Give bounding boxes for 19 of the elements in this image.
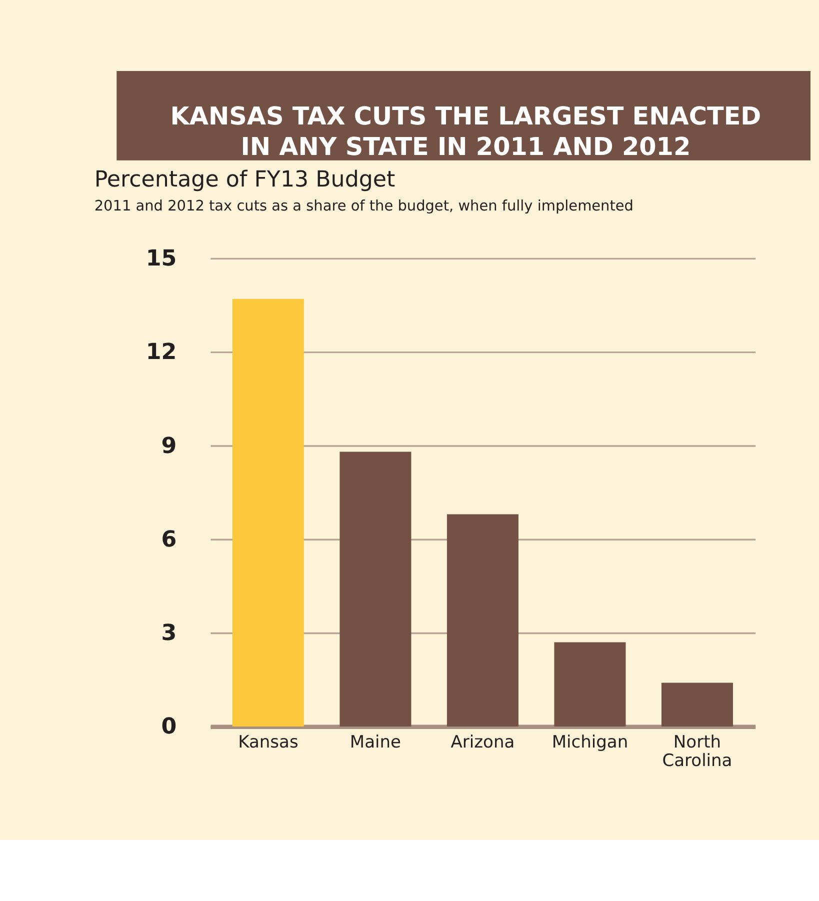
chart-title: KANSAS TAX CUTS THE LARGEST ENACTED IN ANY STATE IN 2011 AND 2012 (170, 102, 762, 162)
y-axis-title: Percentage of FY13 Budget (94, 166, 396, 193)
x-tick-label: Maine (350, 732, 402, 752)
x-tick-label: Michigan (552, 732, 628, 752)
chart-subtitle: 2011 and 2012 tax cuts as a share of the budget, when fully implemented (94, 198, 634, 215)
y-tick-label: 15 (146, 245, 177, 272)
y-tick-label: 9 (161, 432, 177, 459)
y-tick-label: 3 (161, 620, 177, 646)
bar (554, 642, 626, 726)
bar (446, 514, 518, 726)
x-tick-label: Kansas (238, 732, 298, 752)
y-tick-label: 6 (161, 526, 177, 552)
x-tick-label: Arizona (450, 732, 515, 752)
bar (340, 452, 412, 726)
y-tick-label: 0 (161, 714, 177, 740)
x-tick-label: North Carolina (662, 732, 732, 772)
bar (232, 298, 304, 726)
y-tick-label: 12 (146, 339, 177, 366)
bar (661, 682, 733, 726)
